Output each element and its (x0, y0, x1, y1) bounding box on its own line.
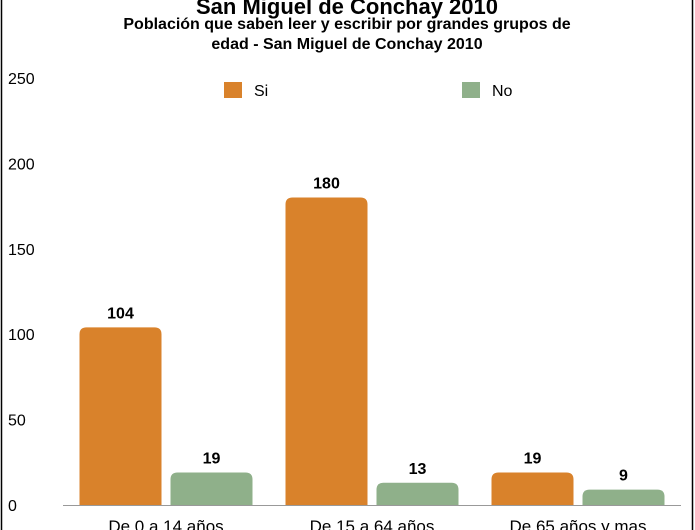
y-tick-label: 200 (8, 156, 35, 173)
data-label: 9 (619, 468, 628, 485)
bar (376, 482, 459, 505)
chart-title: edad - San Miguel de Conchay 2010 (211, 36, 482, 53)
legend-swatch (224, 82, 242, 98)
y-tick-label: 100 (8, 327, 35, 344)
chart-header: San Miguel de Conchay 2010 (196, 0, 498, 19)
bar (285, 197, 368, 505)
data-label: 104 (107, 305, 134, 322)
bar (491, 472, 574, 505)
data-label: 19 (524, 451, 542, 468)
bar (582, 489, 665, 505)
data-label: 180 (313, 176, 340, 193)
bar (79, 327, 162, 505)
y-tick-label: 50 (8, 413, 26, 430)
y-tick-label: 250 (8, 71, 35, 88)
data-label: 13 (409, 461, 427, 478)
y-tick-label: 0 (8, 498, 17, 515)
y-tick-label: 150 (8, 242, 35, 259)
x-tick-label: De 0 a 14 años (108, 517, 223, 530)
chart-title: Población que saben leer y escribir por … (123, 16, 570, 33)
legend-label: No (492, 83, 513, 100)
bar (170, 472, 253, 505)
data-label: 19 (203, 451, 221, 468)
legend-label: Si (254, 83, 268, 100)
x-tick-label: De 65 años y mas (509, 517, 646, 530)
x-tick-label: De 15 a 64 años (310, 517, 435, 530)
legend-swatch (462, 82, 480, 98)
